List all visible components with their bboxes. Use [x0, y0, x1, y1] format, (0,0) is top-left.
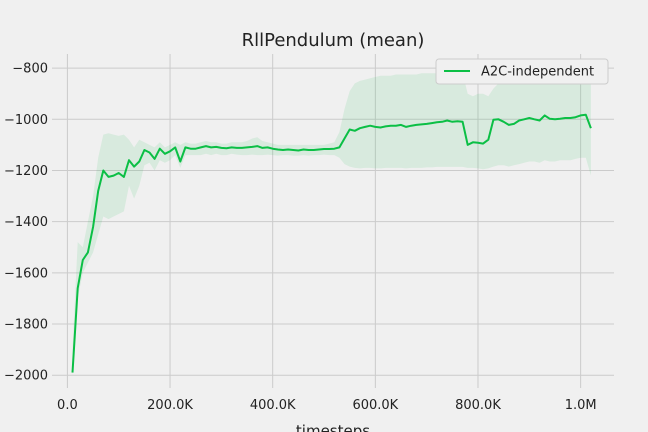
y-tick-label: −1800: [4, 318, 48, 333]
x-tick-label: 200.0K: [147, 398, 193, 413]
y-tick-label: −2000: [4, 369, 48, 384]
y-tick-label: −1600: [4, 266, 48, 281]
x-tick-label: 600.0K: [352, 398, 398, 413]
y-tick-label: −1400: [4, 215, 48, 230]
y-tick-label: −800: [12, 62, 48, 77]
x-tick-label: 400.0K: [250, 398, 296, 413]
y-tick-label: −1200: [4, 164, 48, 179]
x-tick-label: 1.0M: [565, 398, 597, 413]
chart-title: RllPendulum (mean): [242, 30, 425, 51]
y-tick-label: −1000: [4, 113, 48, 128]
legend-box: [435, 58, 609, 85]
legend-label: A2C-independent: [481, 65, 594, 80]
line-layer: [71, 113, 592, 373]
x-tick-label: 800.0K: [455, 398, 501, 413]
x-axis-label: timesteps: [296, 422, 370, 432]
series-line-a2c-independent: [71, 113, 592, 373]
x-tick-labels: 0.0 200.0K 400.0K 600.0K 800.0K 1.0M: [57, 398, 597, 413]
y-tick-labels: −800 −1000 −1200 −1400 −1600 −1800 −2000: [4, 62, 48, 384]
x-tick-label: 0.0: [57, 398, 78, 413]
plot-area: [52, 54, 614, 388]
legend: A2C-independent: [435, 58, 609, 85]
